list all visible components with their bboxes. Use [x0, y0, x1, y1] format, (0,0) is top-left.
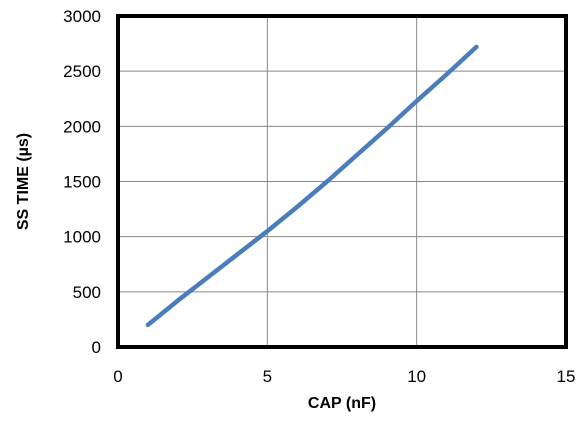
series-layer [145, 44, 479, 328]
x-tick-label-3: 15 [557, 367, 576, 386]
y-tick-label-1: 500 [73, 283, 101, 302]
x-tick-label-0: 0 [113, 367, 122, 386]
y-tick-label-3: 1500 [63, 173, 101, 192]
plot-frame [116, 14, 568, 349]
y-tick-label-5: 2500 [63, 62, 101, 81]
y-tick-label-0: 0 [92, 338, 101, 357]
x-tick-labels: 0 5 10 15 [113, 367, 575, 386]
series-line-0 [145, 44, 479, 328]
y-tick-labels: 0 500 1000 1500 2000 2500 3000 [63, 7, 101, 357]
y-tick-label-6: 3000 [63, 7, 101, 26]
y-tick-label-4: 2000 [63, 117, 101, 136]
x-tick-label-2: 10 [407, 367, 426, 386]
x-axis-title: CAP (nF) [308, 395, 376, 412]
x-tick-label-1: 5 [263, 367, 272, 386]
y-tick-label-2: 1000 [63, 228, 101, 247]
y-axis-title: SS TIME (µs) [15, 133, 32, 230]
